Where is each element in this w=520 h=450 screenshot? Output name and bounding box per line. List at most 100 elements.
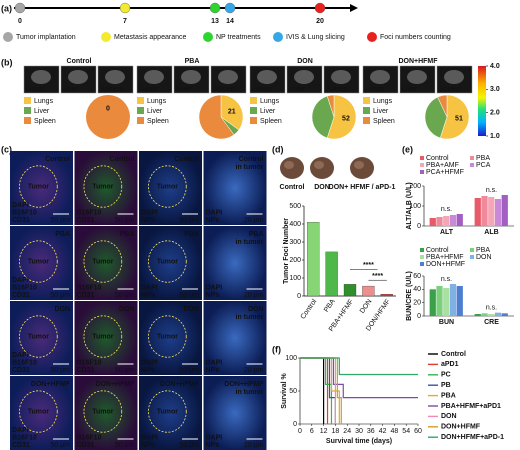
x-tick-label: Control <box>300 298 319 321</box>
legend-label: PBA <box>441 392 456 399</box>
micrograph <box>203 226 267 300</box>
y-tick-label: 500 <box>289 203 301 210</box>
scale-label: 50 μm <box>115 217 135 224</box>
in-tumor-label: in tumor <box>236 239 264 246</box>
legend-swatch <box>24 117 31 124</box>
colorbar-label: 2.0 <box>490 110 500 117</box>
significance-label: **** <box>363 262 374 269</box>
photo-label: DON <box>314 184 330 191</box>
channel-label: DAPI <box>141 209 158 216</box>
legend-label: Liver <box>373 108 389 115</box>
panel-label: (b) <box>1 57 13 67</box>
group-label: PBA <box>120 231 135 238</box>
x-tick-label: ALT <box>440 229 454 236</box>
day-label: 14 <box>226 18 234 25</box>
channel-label: CD31 <box>12 367 30 374</box>
event-label: Foci numbers counting <box>380 34 451 41</box>
y-tick-label: 100 <box>285 355 297 362</box>
bar <box>474 198 481 226</box>
x-tick-label: 30 <box>355 428 363 435</box>
legend-dot <box>3 32 13 42</box>
survival-curve <box>300 357 418 376</box>
legend-label: PCA+HFMF <box>426 169 464 176</box>
legend-swatch <box>250 107 257 114</box>
micrograph <box>74 226 138 300</box>
tumor-label: Tumor <box>157 183 179 190</box>
organ-shape <box>218 70 238 84</box>
organ-label: Liver <box>63 86 79 93</box>
in-tumor-label: in tumor <box>236 389 264 396</box>
bar <box>429 218 436 226</box>
channel-label: NPs <box>141 442 155 449</box>
y-tick-label: 200 <box>409 183 421 190</box>
channel-label: B16F10 <box>77 284 102 291</box>
legend-label: aPD1 <box>441 361 459 368</box>
micrograph <box>203 376 267 450</box>
organ-shape <box>181 70 201 84</box>
x-tick-label: 24 <box>343 428 351 435</box>
tumor-boundary <box>83 390 123 433</box>
channel-label: B16F10 <box>77 359 102 366</box>
micrograph <box>203 151 267 225</box>
micrograph <box>139 376 202 450</box>
bar <box>494 199 502 226</box>
channel-label: B16F10 <box>12 359 37 366</box>
panel-label: (d) <box>272 144 284 154</box>
legend-label: PC <box>441 372 451 379</box>
y-tick-label: 20 <box>413 300 421 307</box>
bar <box>343 284 357 297</box>
x-tick-label: 42 <box>379 428 387 435</box>
channel-label: CD31 <box>77 217 95 224</box>
group-label: DON+HFMF <box>31 381 71 388</box>
x-tick-label: PBA <box>323 298 337 314</box>
pie-annotation: 0 <box>106 106 110 113</box>
channel-label: DAPI <box>12 202 29 209</box>
legend-swatch <box>420 170 424 174</box>
bar <box>494 312 502 316</box>
micrograph <box>10 151 73 225</box>
channel-label: B16F10 <box>12 209 37 216</box>
tumor-boundary <box>148 390 187 433</box>
y-axis-label: BUN/CRE (U/L) <box>406 271 413 321</box>
photo-label: DON+ HFMF / aPD-1 <box>329 184 396 191</box>
day-label: 0 <box>18 18 22 25</box>
organ-label: Spleen <box>213 86 235 93</box>
channel-label: DAPI <box>206 434 223 441</box>
tumor-label: Tumor <box>28 408 50 415</box>
legend-label: Lungs <box>260 98 280 105</box>
day-label: 7 <box>123 18 127 25</box>
group-label: DON+HFMF <box>160 381 200 388</box>
legend-swatch <box>470 163 474 167</box>
scale-label: 50 μm <box>179 217 199 224</box>
group-label: DON <box>248 306 264 313</box>
legend-label: PB <box>441 382 451 389</box>
y-tick-label: 300 <box>289 239 301 246</box>
channel-label: DAPI <box>206 359 223 366</box>
pie-slice <box>86 95 130 139</box>
event-label: Metastasis appearance <box>114 34 186 41</box>
colorbar-label: 3.0 <box>490 86 500 93</box>
legend-label: PBA <box>476 155 490 162</box>
channel-label: NPs <box>206 292 220 299</box>
micrograph <box>203 301 267 375</box>
tumor-boundary <box>19 390 58 433</box>
organ-shape <box>294 70 314 84</box>
timeline-marker <box>209 2 221 14</box>
channel-label: DAPI <box>12 352 29 359</box>
legend-label: Liver <box>260 108 276 115</box>
group-label: DON+HFMF <box>95 381 135 388</box>
pie-slice <box>437 94 448 118</box>
legend-label: DON <box>441 413 457 420</box>
legend-label: PCA <box>476 162 491 169</box>
channel-label: B16F10 <box>12 434 37 441</box>
scale-label: 50 μm <box>115 442 135 449</box>
x-tick-label: 12 <box>320 428 328 435</box>
legend-swatch <box>420 262 424 266</box>
organ-label: Lungs <box>365 86 385 93</box>
x-tick-label: 0 <box>298 428 302 435</box>
y-tick-label: 50 <box>289 388 297 395</box>
organ-label: Liver <box>402 86 418 93</box>
legend-label: Control <box>426 155 449 162</box>
